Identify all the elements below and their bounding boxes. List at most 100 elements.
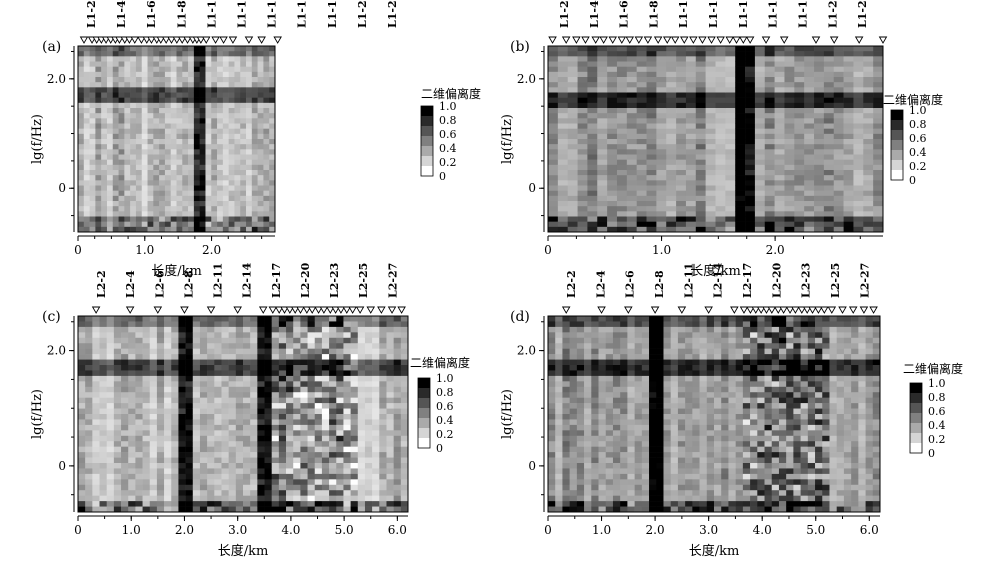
heatmap-cell (784, 185, 795, 191)
heatmap-cell (646, 139, 657, 145)
heatmap-cell (99, 316, 107, 322)
heatmap-cell (794, 175, 805, 181)
heatmap-cell (577, 206, 588, 212)
heatmap-cell (135, 56, 143, 62)
heatmap-cell (695, 144, 706, 150)
heatmap-cell (745, 46, 756, 52)
station-label: L1-10 (677, 0, 690, 28)
heatmap-cell (329, 348, 337, 355)
heatmap-cell (240, 56, 247, 62)
heatmap-cell (263, 102, 270, 109)
heatmap-cell (663, 419, 671, 426)
heatmap-cell (228, 77, 235, 83)
heatmap-cell (240, 206, 247, 212)
heatmap-cell (627, 490, 635, 496)
heatmap-cell (314, 414, 323, 420)
heatmap-cell (804, 56, 815, 62)
heatmap-cell (784, 170, 795, 176)
heatmap-cell (597, 97, 608, 104)
heatmap-cell (649, 343, 657, 349)
heatmap-cell (364, 375, 373, 382)
colorbar-swatch (418, 398, 430, 409)
heatmap-cell (329, 435, 337, 442)
heatmap-cell (118, 71, 125, 78)
heatmap-cell (170, 180, 177, 186)
heatmap-cell (228, 506, 237, 513)
heatmap-cell (607, 206, 618, 212)
heatmap-cell (113, 392, 122, 398)
heatmap-cell (764, 211, 775, 217)
heatmap-cell (164, 463, 172, 469)
heatmap-cell (314, 495, 323, 502)
heatmap-cell (149, 479, 158, 486)
heatmap-cell (135, 113, 143, 119)
heatmap-cell (269, 133, 276, 140)
heatmap-cell (85, 321, 93, 328)
heatmap-cell (205, 144, 212, 150)
heatmap-cell (112, 82, 119, 88)
heatmap-cell (257, 61, 264, 67)
heatmap-cell (587, 180, 598, 186)
heatmap-cell (634, 403, 643, 409)
heatmap-cell (118, 159, 125, 166)
heatmap-cell (598, 468, 607, 475)
heatmap-cell (605, 452, 614, 458)
heatmap-cell (199, 473, 208, 480)
heatmap-cell (214, 365, 222, 371)
heatmap-cell (853, 175, 864, 181)
heatmap-cell (863, 102, 874, 109)
heatmap-cell (300, 452, 308, 458)
heatmap-cell (193, 180, 200, 186)
heatmap-cell (269, 71, 276, 78)
heatmap-cell (221, 435, 229, 442)
heatmap-cell (605, 386, 614, 393)
heatmap-cell (128, 408, 136, 415)
heatmap-cell (188, 102, 195, 109)
heatmap-cell (804, 61, 815, 67)
heatmap-cell (222, 108, 229, 114)
heatmap-cell (176, 139, 183, 145)
heatmap-cell (343, 501, 351, 507)
heatmap-cell (286, 316, 294, 322)
heatmap-cell (636, 87, 647, 93)
heatmap-cell (364, 506, 373, 513)
heatmap-cell (205, 175, 212, 181)
heatmap-cell (372, 316, 380, 322)
heatmap-cell (843, 82, 854, 88)
heatmap-cell (616, 46, 628, 52)
heatmap-cell (153, 211, 160, 217)
heatmap-cell (372, 479, 380, 486)
heatmap-cell (823, 201, 835, 207)
heatmap-cell (176, 66, 183, 73)
heatmap-cell (130, 201, 137, 207)
station-marker (732, 36, 741, 44)
heatmap-cell (153, 46, 160, 52)
heatmap-cell (251, 128, 258, 135)
heatmap-cell (745, 97, 756, 104)
heatmap-cell (634, 337, 643, 344)
heatmap-cell (646, 159, 657, 166)
heatmap-cell (823, 82, 835, 88)
heatmap-cell (843, 102, 854, 109)
heatmap-cell (101, 180, 108, 186)
heatmap-cell (141, 128, 148, 135)
heatmap-cell (271, 479, 280, 486)
heatmap-cell (597, 149, 608, 155)
heatmap-cell (343, 463, 351, 469)
heatmap-cell (92, 468, 100, 475)
heatmap-cell (205, 56, 212, 62)
heatmap-cell (142, 490, 151, 496)
heatmap-cell (307, 495, 316, 502)
heatmap-cell (159, 195, 166, 202)
station-label: L2-11 (212, 263, 225, 298)
heatmap-cell (372, 490, 380, 496)
heatmap-cell (321, 463, 330, 469)
heatmap-cell (142, 484, 151, 491)
heatmap-cell (101, 190, 108, 197)
heatmap-cell (307, 501, 316, 507)
x-tick-label: 1.0 (122, 523, 141, 537)
heatmap-cell (178, 408, 186, 415)
heatmap-cell (89, 201, 96, 207)
heatmap-cell (314, 506, 323, 513)
heatmap-cell (833, 164, 844, 171)
